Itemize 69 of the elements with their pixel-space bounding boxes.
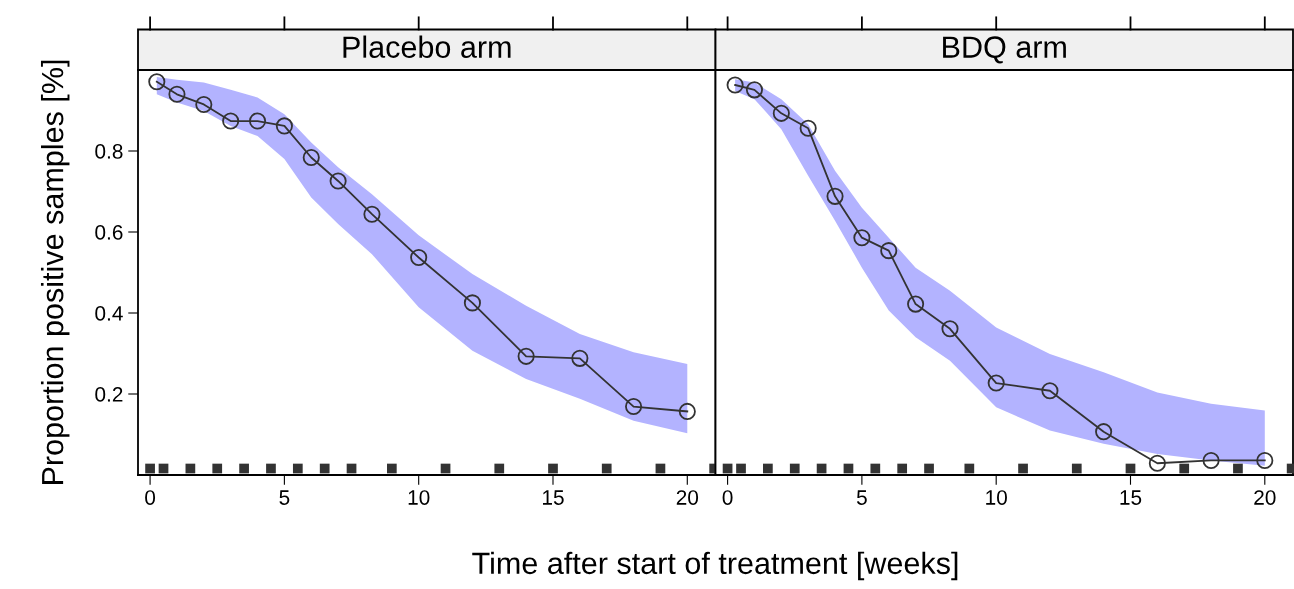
x-axis-title: Time after start of treatment [weeks] (472, 551, 958, 581)
x-tick-label: 0 (722, 490, 733, 505)
y-tick-label: 0.2 (95, 387, 123, 402)
point (964, 463, 975, 474)
point (789, 463, 800, 474)
point (266, 463, 276, 474)
point (678, 402, 696, 420)
y-axis-title: Proportion positive samples [%] (40, 60, 70, 484)
point (870, 463, 881, 474)
point (763, 463, 773, 474)
point (319, 463, 330, 474)
point (248, 112, 267, 130)
point (494, 463, 505, 474)
point (195, 95, 213, 113)
y-tick-label: 0.6 (95, 225, 123, 240)
point (548, 463, 558, 474)
point (941, 320, 959, 338)
point (1018, 463, 1028, 474)
point (799, 119, 817, 137)
x-tick-label: 15 (543, 490, 564, 505)
y-tick-label: 0.8 (95, 144, 123, 159)
point (1071, 463, 1082, 474)
y-tick-label: 0.4 (95, 306, 123, 321)
point (853, 229, 871, 247)
x-tick-label: 15 (1120, 490, 1142, 505)
point (239, 463, 249, 474)
point (736, 463, 746, 474)
point (726, 76, 744, 94)
point (386, 463, 397, 474)
point (517, 347, 535, 365)
x-tick-label: 5 (279, 490, 290, 505)
point (772, 104, 790, 122)
point (329, 172, 347, 190)
point (363, 205, 381, 223)
point (222, 112, 240, 130)
point (1179, 463, 1190, 474)
point (826, 187, 844, 205)
point (880, 242, 898, 260)
point (212, 463, 223, 474)
point (1233, 463, 1243, 474)
point (897, 463, 908, 474)
point (625, 398, 643, 416)
x-tick-label: 0 (145, 490, 156, 505)
point (302, 148, 320, 167)
point (410, 248, 428, 267)
point (601, 463, 612, 474)
point (1095, 423, 1113, 441)
chart-title: Placebo arm (343, 35, 511, 58)
x-tick-label: 5 (856, 490, 867, 505)
point (275, 117, 293, 135)
point (1148, 454, 1166, 472)
point (1202, 451, 1220, 469)
point (924, 463, 934, 474)
x-tick-label: 10 (408, 490, 430, 505)
point (907, 295, 925, 313)
point (148, 73, 166, 91)
point (745, 81, 763, 99)
point (145, 463, 155, 474)
point (292, 463, 303, 474)
x-tick-label: 20 (1254, 490, 1276, 505)
point (1256, 451, 1274, 469)
point (168, 85, 186, 103)
x-tick-label: 10 (986, 490, 1007, 505)
point (987, 374, 1005, 392)
x-tick-label: 20 (676, 490, 699, 505)
point (463, 294, 481, 312)
chart-title: BDQ arm (943, 36, 1066, 64)
point (571, 349, 589, 367)
point (1041, 382, 1059, 400)
